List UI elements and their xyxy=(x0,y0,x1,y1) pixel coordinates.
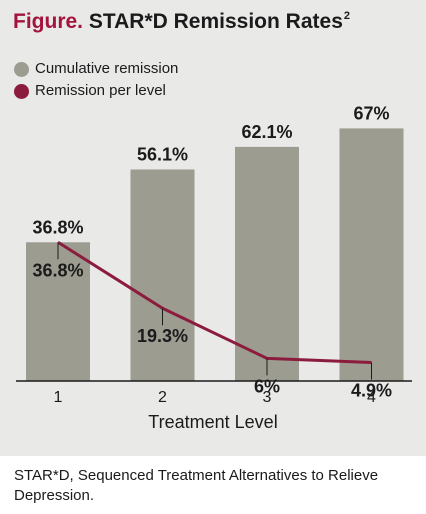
line-label-per-level-1: 36.8% xyxy=(32,260,83,280)
legend-label-cumulative: Cumulative remission xyxy=(35,60,179,77)
chart-svg: 36.8% 56.1% 62.1% 67% 36.8% 19.3% 6% 4.9% 1 2 3 4 Tr… xyxy=(16,103,412,432)
figure-title-text: STAR*D Remission Rates xyxy=(88,10,343,33)
legend-label-per-level: Remission per level xyxy=(35,82,166,99)
line-label-per-level-2: 19.3% xyxy=(137,326,188,346)
line-label-per-level-4: 4.9% xyxy=(351,381,392,401)
x-axis-title: Treatment Level xyxy=(148,412,277,432)
legend-marker-per-level xyxy=(14,84,29,99)
footer: STAR*D, Sequenced Treatment Alternatives… xyxy=(0,456,426,514)
x-tick-label-4: 4 xyxy=(367,389,376,406)
x-tick-label-1: 1 xyxy=(54,389,63,406)
bar-cumulative-1 xyxy=(26,242,90,381)
bar-label-cumulative-1: 36.8% xyxy=(32,217,83,237)
figure-title: Figure. STAR*D Remission Rates2 xyxy=(13,10,350,34)
bar-label-cumulative-4: 67% xyxy=(353,103,389,123)
legend-marker-cumulative xyxy=(14,62,29,77)
bar-cumulative-2 xyxy=(130,169,195,381)
figure-title-superscript: 2 xyxy=(343,10,350,22)
footer-note: STAR*D, Sequenced Treatment Alternatives… xyxy=(14,467,379,504)
line-label-per-level-3: 6% xyxy=(254,376,280,396)
x-tick-label-3: 3 xyxy=(263,389,272,406)
figure-card: Figure. STAR*D Remission Rates2 Cumulati… xyxy=(0,0,426,456)
bar-label-cumulative-3: 62.1% xyxy=(241,122,292,142)
figure-title-prefix: Figure. xyxy=(13,10,84,33)
bar-cumulative-4 xyxy=(339,128,404,381)
x-tick-label-2: 2 xyxy=(158,389,167,406)
line-remission-per-level xyxy=(57,240,372,365)
bar-label-cumulative-2: 56.1% xyxy=(137,145,188,165)
bar-cumulative-3 xyxy=(235,146,299,381)
